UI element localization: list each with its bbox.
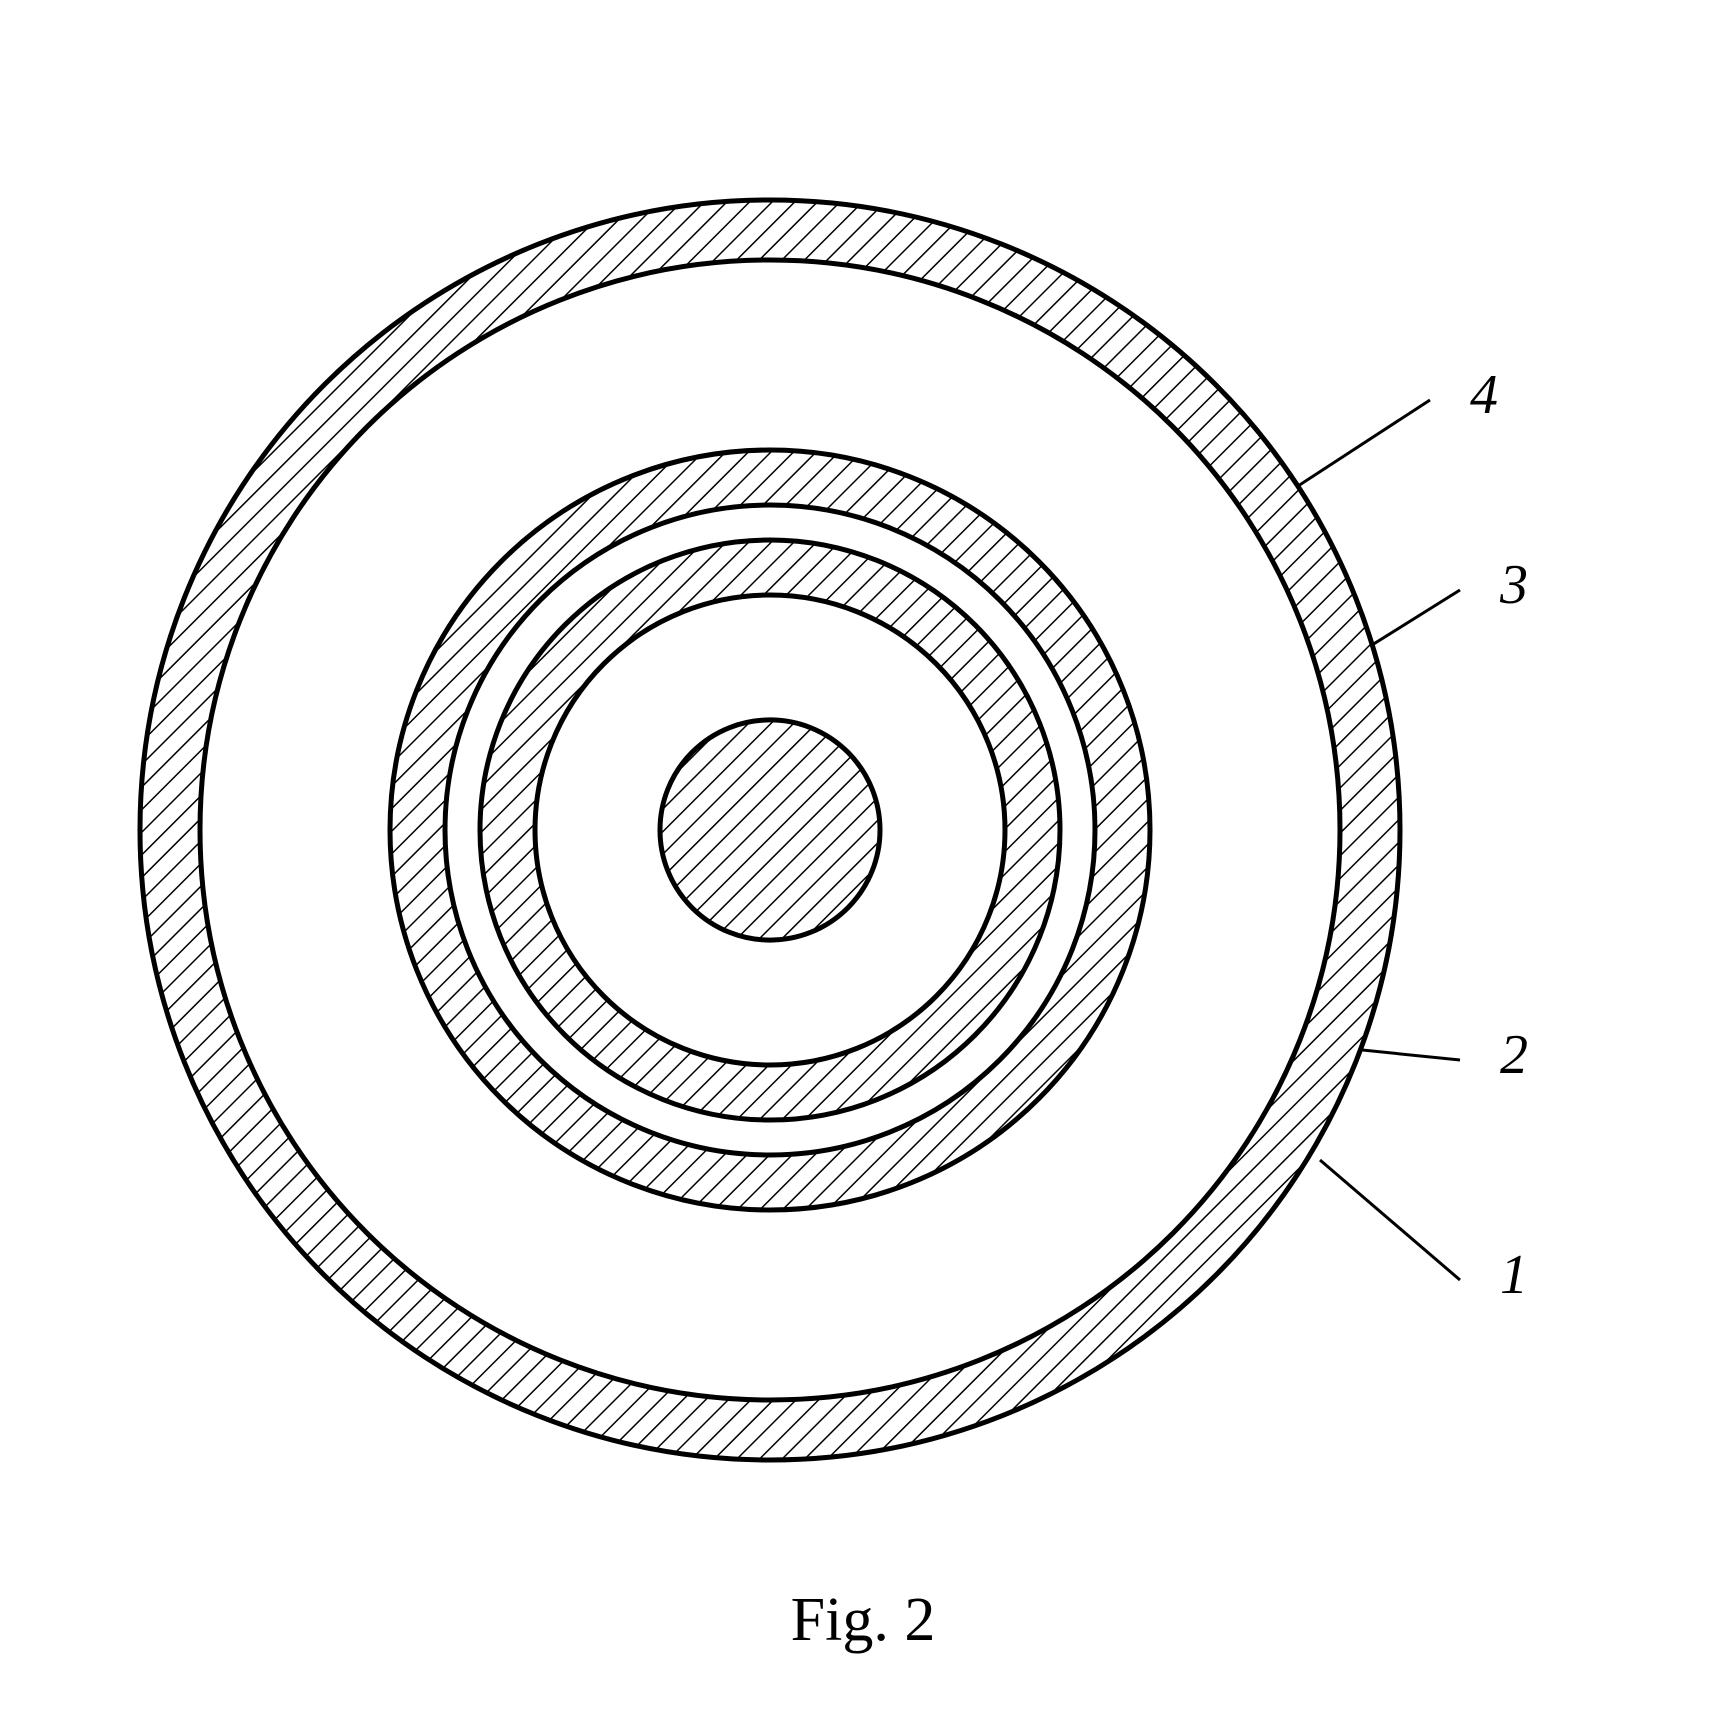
label-3: 3 <box>1499 554 1528 616</box>
labels-group: 4 3 2 1 <box>1470 364 1528 1306</box>
leader-line-1 <box>1320 1160 1460 1280</box>
diagram-canvas: 4 3 2 1 Fig. 2 <box>0 0 1726 1726</box>
label-1: 1 <box>1500 1244 1528 1306</box>
label-2: 2 <box>1500 1024 1528 1086</box>
ring-4 <box>660 720 880 940</box>
label-4: 4 <box>1470 364 1498 426</box>
figure-caption: Fig. 2 <box>791 1586 936 1654</box>
